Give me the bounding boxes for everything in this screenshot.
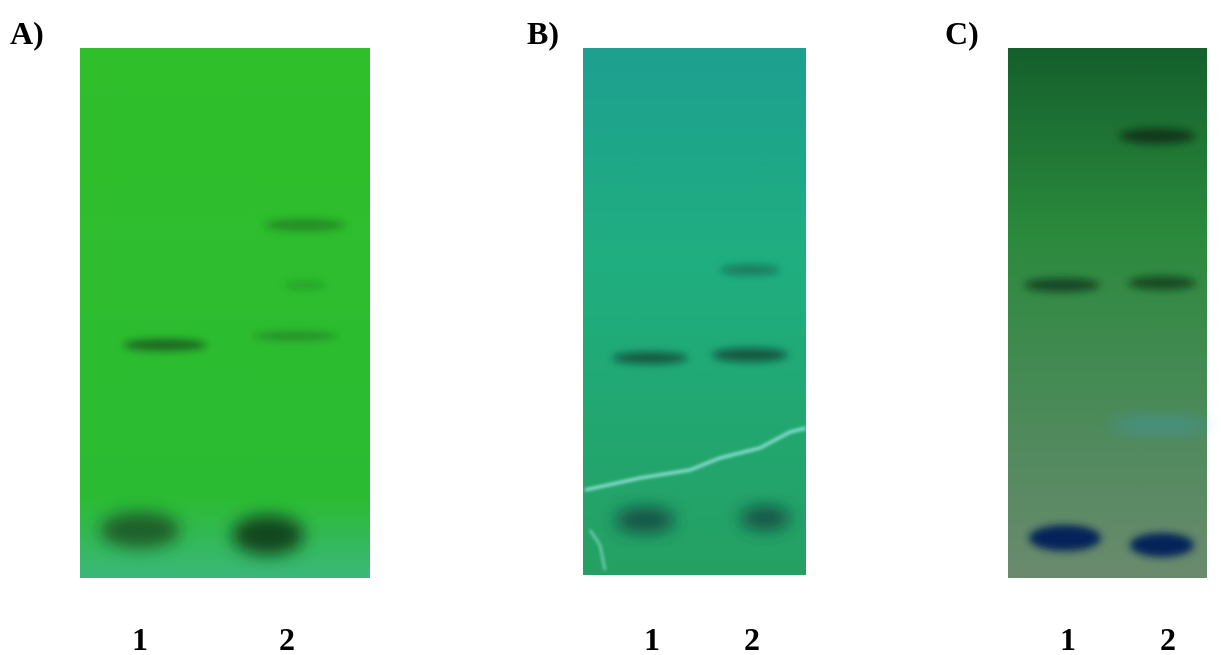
tlc-plate xyxy=(1008,48,1207,578)
lane-label: 1 xyxy=(644,621,660,655)
panel-c: C) 1 2 xyxy=(945,15,1210,655)
panel-label: C) xyxy=(945,15,979,51)
lane-label: 2 xyxy=(744,621,760,655)
panel-b: B) 1 2 xyxy=(527,15,807,655)
tlc-plate xyxy=(583,48,806,575)
lane-label: 1 xyxy=(132,621,148,655)
panel-a: A) 1 2 xyxy=(10,15,370,655)
spots xyxy=(123,219,345,351)
panel-label: A) xyxy=(10,15,44,51)
panel-label: B) xyxy=(527,15,559,51)
lane-label: 1 xyxy=(1060,621,1076,655)
lane-label: 2 xyxy=(1160,621,1176,655)
lane-label: 2 xyxy=(279,621,295,655)
tlc-plate xyxy=(80,48,370,578)
